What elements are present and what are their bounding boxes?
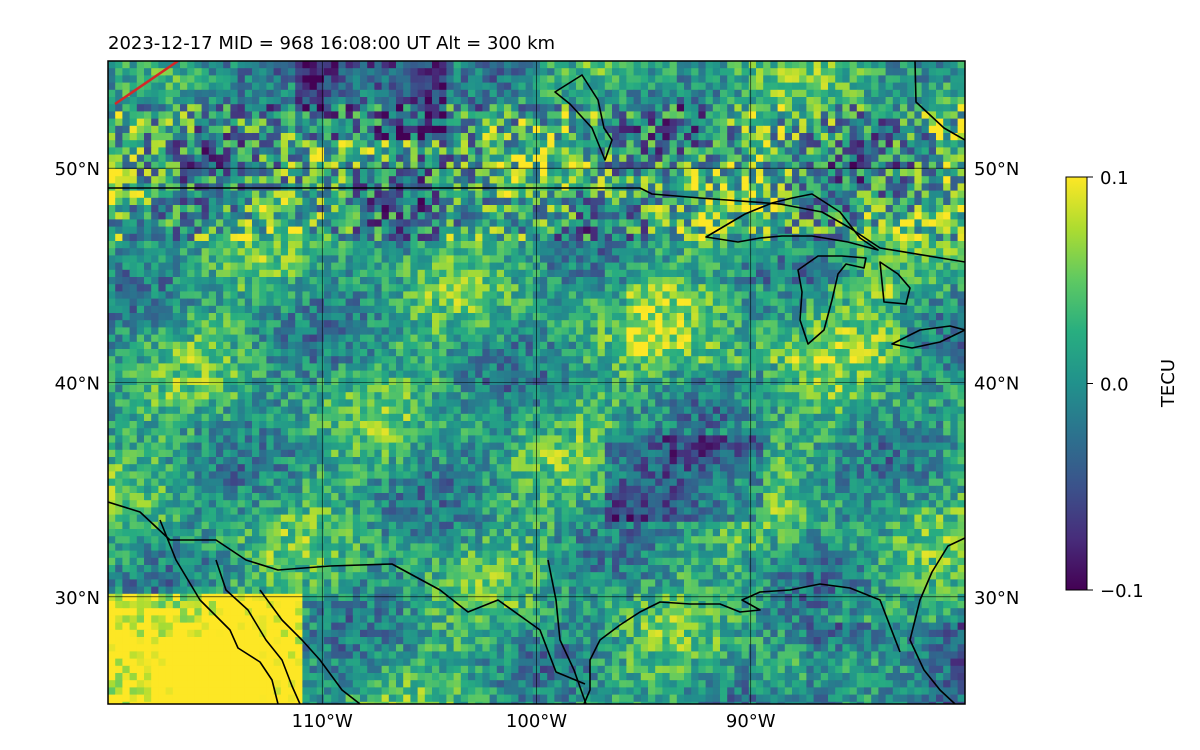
mexico-us-border <box>108 501 586 685</box>
hudson-bay-coast <box>554 74 613 161</box>
latitude-tick-label-right: 50°N <box>974 159 1019 180</box>
sinaloa-coast <box>259 589 361 704</box>
colorbar-label: TECU <box>1158 359 1179 408</box>
lake-michigan <box>797 255 867 345</box>
latitude-tick-label-left: 30°N <box>55 588 100 609</box>
latitude-tick-label-left: 50°N <box>55 159 100 180</box>
longitude-tick-label: 90°W <box>726 711 776 732</box>
latitude-tick-label-right: 30°N <box>974 588 1019 609</box>
colorbar-tick-label: 0.0 <box>1100 375 1129 396</box>
coastlines <box>108 61 965 704</box>
baja-california-coast <box>159 519 279 704</box>
track-line <box>114 61 179 106</box>
figure-title: 2023-12-17 MID = 968 16:08:00 UT Alt = 3… <box>108 33 555 54</box>
longitude-tick-label: 100°W <box>506 711 567 732</box>
map-panel: 110°W 100°W 90°W 50°N 50°N 40°N 40°N 30°N 30°N <box>55 60 1020 732</box>
mexico-east-coast <box>547 559 587 704</box>
colorbar-ticks: 0.1 0.0 −0.1 <box>1087 168 1144 602</box>
colorbar-gradient <box>1065 176 1088 591</box>
colorbar-tick-label: 0.1 <box>1100 168 1129 189</box>
map-tick-labels: 110°W 100°W 90°W 50°N 50°N 40°N 40°N 30°N 30°N <box>55 159 1020 732</box>
gulf-of-california-coast <box>215 559 301 704</box>
longitude-tick-label: 110°W <box>292 711 353 732</box>
latitude-tick-label-right: 40°N <box>974 374 1019 395</box>
map-frame <box>107 60 966 705</box>
us-canada-border <box>108 187 965 263</box>
tec-heatmap <box>108 61 965 704</box>
lake-erie <box>891 325 965 349</box>
latitude-tick-label-left: 40°N <box>55 374 100 395</box>
colorbar: 0.1 0.0 −0.1 TECU <box>1065 168 1179 602</box>
lake-huron <box>879 261 911 305</box>
gulf-coast <box>583 537 965 704</box>
lake-superior <box>705 193 879 251</box>
colorbar-tick-label: −0.1 <box>1100 581 1144 602</box>
map-gridlines <box>108 61 965 704</box>
canada-east-coast <box>914 61 965 141</box>
